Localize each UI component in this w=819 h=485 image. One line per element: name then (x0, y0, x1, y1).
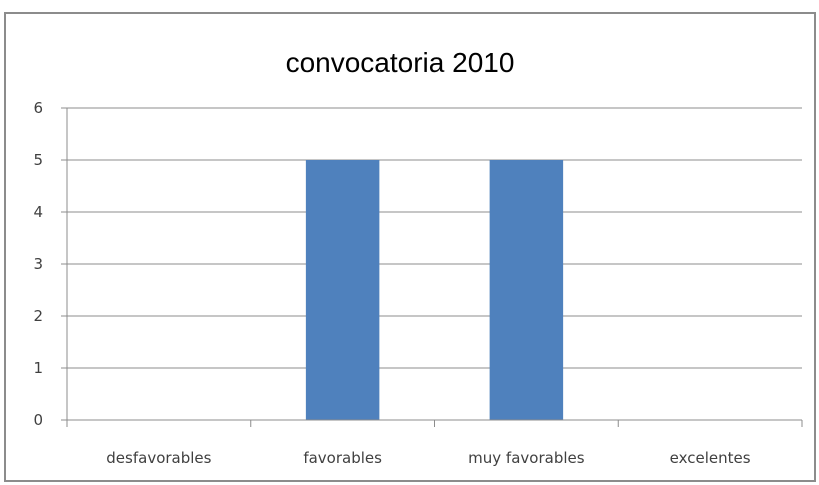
x-tick-label: favorables (303, 449, 382, 467)
y-tick-label: 4 (33, 203, 43, 221)
y-tick-label: 3 (33, 255, 43, 273)
y-tick-labels: 0 1 2 3 4 5 6 (33, 99, 43, 429)
gridlines (67, 107, 802, 369)
x-tick-label: desfavorables (106, 449, 211, 467)
x-tick-label: excelentes (670, 449, 751, 467)
axes (61, 107, 803, 427)
bar-muy-favorables (489, 160, 564, 420)
y-tick-label: 1 (33, 359, 43, 377)
x-tick-labels: desfavorables favorables muy favorables exc… (106, 449, 750, 467)
y-tick-label: 5 (33, 151, 43, 169)
bar-favorables (305, 160, 380, 420)
bars (305, 160, 564, 420)
y-tick-label: 6 (33, 99, 43, 117)
y-tick-label: 2 (33, 307, 43, 325)
x-tick-label: muy favorables (468, 449, 585, 467)
chart-title: convocatoria 2010 (286, 47, 515, 78)
chart-frame (4, 12, 816, 482)
y-tick-label: 0 (33, 411, 43, 429)
